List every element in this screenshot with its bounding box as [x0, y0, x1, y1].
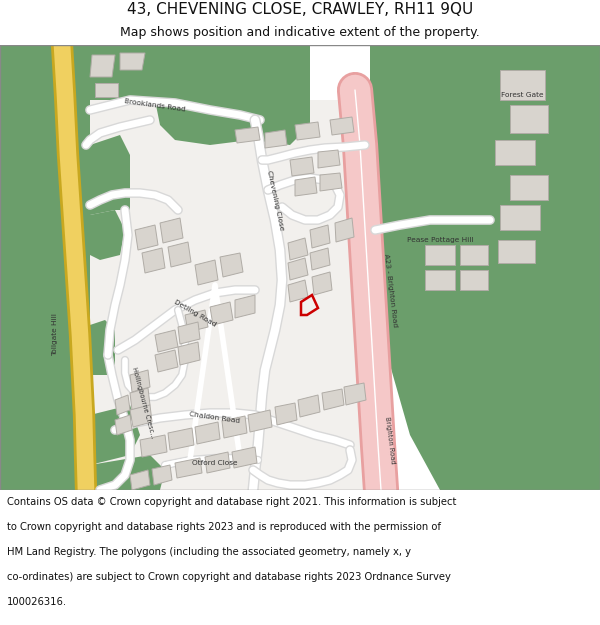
Polygon shape [490, 45, 600, 490]
Polygon shape [130, 470, 150, 490]
Polygon shape [115, 415, 132, 435]
Polygon shape [195, 260, 218, 285]
Polygon shape [130, 370, 150, 392]
Text: Hollingbourne Cresc...: Hollingbourne Cresc... [131, 367, 155, 439]
Polygon shape [0, 145, 100, 375]
Polygon shape [265, 130, 287, 148]
Polygon shape [490, 45, 600, 245]
Text: A23 - Brighton Road: A23 - Brighton Road [383, 253, 397, 327]
Polygon shape [288, 280, 308, 302]
Polygon shape [160, 218, 183, 243]
Polygon shape [248, 410, 272, 432]
Text: Chevening Close: Chevening Close [266, 169, 284, 231]
Polygon shape [222, 416, 247, 438]
Polygon shape [130, 388, 150, 410]
Polygon shape [155, 350, 178, 372]
Polygon shape [220, 253, 243, 277]
Text: Detling Road: Detling Road [173, 299, 217, 328]
Polygon shape [235, 295, 255, 318]
Polygon shape [295, 122, 320, 140]
Polygon shape [155, 100, 310, 145]
Polygon shape [370, 45, 490, 490]
Polygon shape [90, 100, 370, 490]
Text: Otford Close: Otford Close [192, 460, 238, 466]
Polygon shape [510, 175, 548, 200]
Polygon shape [310, 225, 330, 248]
Text: Forest Gate: Forest Gate [501, 92, 543, 98]
Polygon shape [90, 55, 115, 77]
Polygon shape [185, 310, 208, 332]
Polygon shape [178, 342, 200, 365]
Polygon shape [290, 157, 314, 176]
Polygon shape [460, 270, 488, 290]
Polygon shape [115, 395, 130, 415]
Polygon shape [90, 210, 125, 260]
Polygon shape [500, 205, 540, 230]
Polygon shape [0, 45, 170, 135]
Polygon shape [330, 117, 354, 135]
Polygon shape [90, 135, 130, 215]
Polygon shape [498, 240, 535, 263]
Polygon shape [298, 395, 320, 417]
Polygon shape [344, 383, 366, 405]
Polygon shape [500, 70, 545, 100]
Polygon shape [318, 150, 340, 168]
Polygon shape [135, 225, 158, 250]
Polygon shape [210, 302, 233, 325]
Text: 43, CHEVENING CLOSE, CRAWLEY, RH11 9QU: 43, CHEVENING CLOSE, CRAWLEY, RH11 9QU [127, 2, 473, 18]
Polygon shape [312, 272, 332, 295]
Polygon shape [95, 83, 118, 97]
Text: Tollgate Hill: Tollgate Hill [52, 314, 58, 356]
Polygon shape [510, 105, 548, 133]
Text: to Crown copyright and database rights 2023 and is reproduced with the permissio: to Crown copyright and database rights 2… [7, 522, 441, 532]
Polygon shape [320, 173, 342, 191]
Text: Pease Pottage Hill: Pease Pottage Hill [407, 237, 473, 243]
Polygon shape [130, 405, 152, 427]
Polygon shape [425, 270, 455, 290]
Polygon shape [295, 177, 317, 196]
Polygon shape [322, 389, 344, 410]
Polygon shape [168, 428, 194, 450]
Polygon shape [235, 127, 260, 143]
Text: 100026316.: 100026316. [7, 597, 67, 607]
Polygon shape [90, 405, 140, 465]
Polygon shape [90, 455, 165, 490]
Text: Brighton Road: Brighton Road [384, 416, 396, 464]
Polygon shape [120, 53, 145, 70]
Polygon shape [232, 447, 257, 468]
Polygon shape [288, 258, 308, 280]
Text: Brooklands Road: Brooklands Road [124, 98, 186, 112]
Polygon shape [90, 320, 115, 375]
Text: Map shows position and indicative extent of the property.: Map shows position and indicative extent… [120, 26, 480, 39]
Polygon shape [288, 238, 308, 260]
Polygon shape [495, 140, 535, 165]
Text: Contains OS data © Crown copyright and database right 2021. This information is : Contains OS data © Crown copyright and d… [7, 497, 457, 507]
Polygon shape [490, 245, 600, 490]
Polygon shape [425, 245, 455, 265]
Polygon shape [0, 45, 90, 490]
Polygon shape [0, 375, 90, 490]
Polygon shape [335, 218, 354, 242]
Polygon shape [205, 452, 230, 473]
Polygon shape [195, 422, 220, 444]
Text: Chaldon Road: Chaldon Road [190, 411, 241, 424]
Polygon shape [142, 248, 165, 273]
Polygon shape [178, 322, 200, 344]
Polygon shape [275, 403, 297, 425]
Text: co-ordinates) are subject to Crown copyright and database rights 2023 Ordnance S: co-ordinates) are subject to Crown copyr… [7, 572, 451, 582]
Polygon shape [90, 45, 310, 135]
Polygon shape [152, 465, 172, 485]
Polygon shape [460, 245, 488, 265]
Polygon shape [155, 330, 178, 352]
Polygon shape [175, 458, 202, 478]
Text: HM Land Registry. The polygons (including the associated geometry, namely x, y: HM Land Registry. The polygons (includin… [7, 547, 411, 557]
Polygon shape [168, 242, 191, 267]
Polygon shape [310, 248, 330, 270]
Polygon shape [140, 435, 167, 457]
